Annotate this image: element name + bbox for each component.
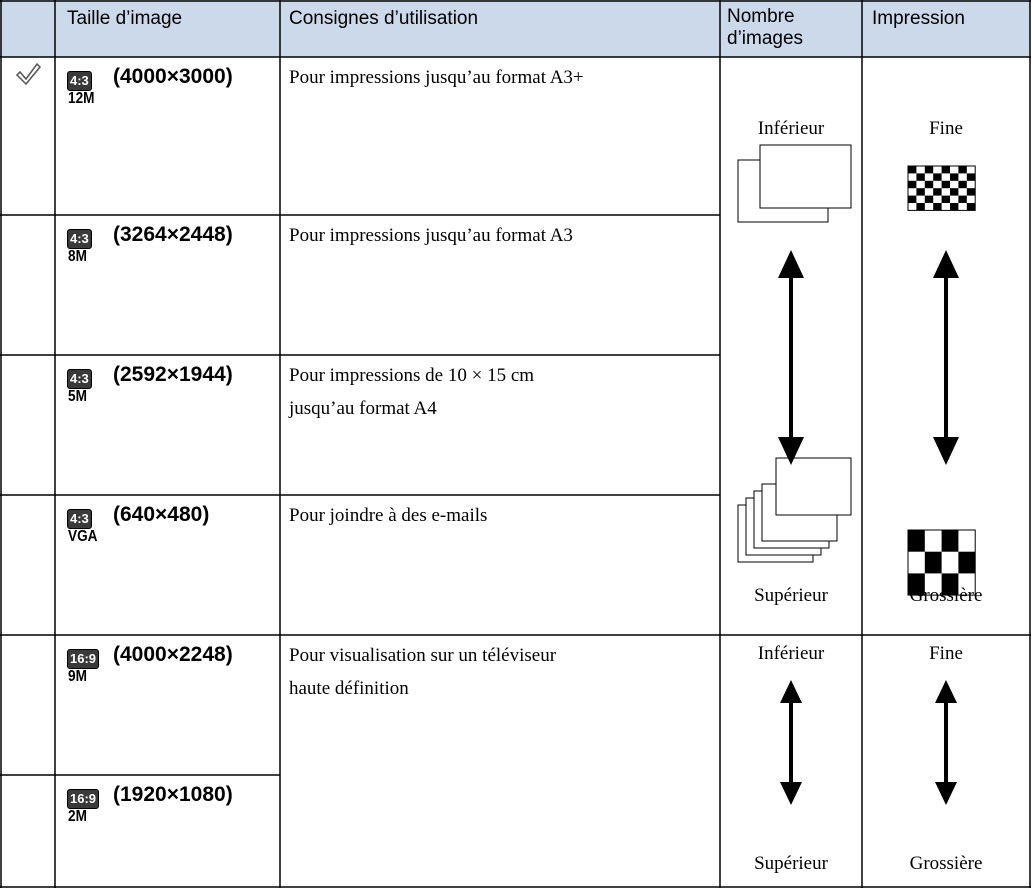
image-size: (1920×1080) bbox=[113, 783, 233, 806]
usage-text: haute définition bbox=[289, 678, 409, 699]
header-cell: Impression bbox=[872, 8, 965, 29]
megapixels: 2M bbox=[68, 808, 87, 825]
usage-text: jusqu’au format A4 bbox=[289, 398, 437, 419]
usage-text: Pour joindre à des e-mails bbox=[289, 505, 488, 526]
image-size: (3264×2448) bbox=[113, 223, 233, 246]
megapixels: 12M bbox=[68, 90, 95, 107]
count-low: Inférieur bbox=[757, 118, 825, 139]
quality-low: Grossière bbox=[909, 853, 983, 874]
aspect-badge: 4:3 bbox=[67, 369, 92, 389]
count-high: Supérieur bbox=[754, 853, 828, 874]
megapixels: 9M bbox=[68, 668, 87, 685]
header-cell: Taille d’image bbox=[67, 8, 183, 29]
usage-text: Pour visualisation sur un téléviseur bbox=[289, 645, 557, 666]
header-cell: Consignes d’utilisation bbox=[289, 8, 479, 29]
image-size: (4000×3000) bbox=[113, 65, 233, 88]
quality-high: Fine bbox=[929, 643, 963, 664]
count-high: Supérieur bbox=[754, 585, 828, 606]
usage-text: Pour impressions de 10 × 15 cm bbox=[289, 365, 535, 386]
aspect-badge: 4:3 bbox=[67, 509, 92, 529]
quality-high: Fine bbox=[929, 118, 963, 139]
header-cell: Nombre d’images bbox=[727, 6, 804, 49]
aspect-badge: 4:3 bbox=[67, 71, 92, 91]
image-size: (4000×2248) bbox=[113, 643, 233, 666]
quality-low: Grossière bbox=[909, 585, 983, 606]
aspect-badge: 16:9 bbox=[67, 649, 100, 669]
count-low: Inférieur bbox=[757, 643, 825, 664]
image-size: (640×480) bbox=[113, 503, 210, 526]
usage-text: Pour impressions jusqu’au format A3 bbox=[289, 225, 573, 246]
aspect-badge: 16:9 bbox=[67, 789, 100, 809]
megapixels: 5M bbox=[68, 388, 87, 405]
aspect-badge: 4:3 bbox=[67, 229, 92, 249]
usage-text: Pour impressions jusqu’au format A3+ bbox=[289, 67, 584, 88]
megapixels: 8M bbox=[68, 248, 87, 265]
image-size: (2592×1944) bbox=[113, 363, 233, 386]
megapixels: VGA bbox=[68, 528, 98, 545]
